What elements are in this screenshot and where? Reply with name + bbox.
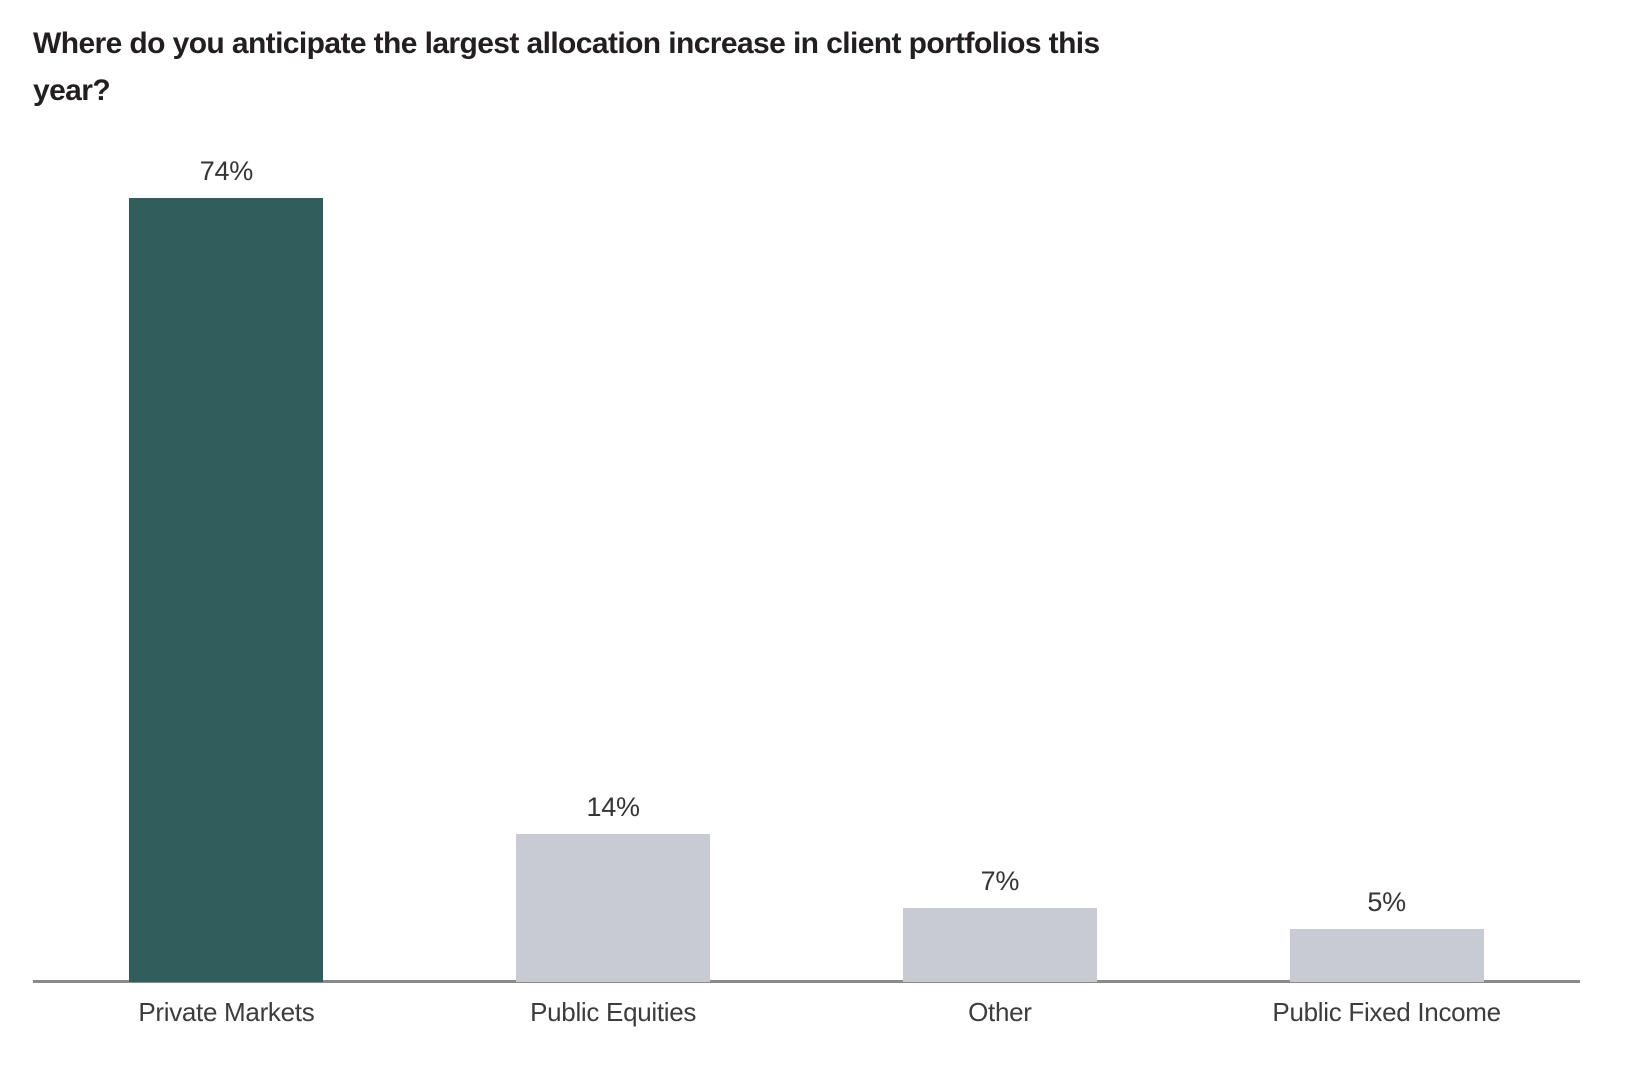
category-label: Other	[968, 997, 1032, 1027]
category-label: Public Equities	[530, 997, 697, 1027]
chart-title: Where do you anticipate the largest allo…	[33, 20, 1233, 114]
bar-value-label: 74%	[199, 156, 253, 186]
bar	[902, 908, 1097, 982]
chart-title-line-1: Where do you anticipate the largest allo…	[33, 27, 1100, 60]
category-label: Private Markets	[138, 997, 315, 1027]
bar-value-label: 7%	[980, 866, 1020, 896]
x-axis-line	[33, 980, 1580, 983]
bar-value-label: 14%	[586, 792, 640, 822]
category-label: Public Fixed Income	[1272, 997, 1501, 1027]
bar-column: 14% Public Equities	[420, 0, 807, 1027]
bar	[516, 834, 711, 982]
bar	[1289, 929, 1484, 982]
bar-column: 74% Private Markets	[33, 0, 420, 1027]
chart-title-line-2: year?	[33, 74, 111, 107]
bar	[129, 198, 324, 982]
bar-column: 5% Public Fixed Income	[1193, 0, 1580, 1027]
bar-chart: 74% Private Markets 14% Public Equities 7% Ot…	[33, 0, 1580, 1027]
bar-value-label: 5%	[1367, 887, 1406, 917]
bar-column: 7% Other	[807, 0, 1194, 1027]
